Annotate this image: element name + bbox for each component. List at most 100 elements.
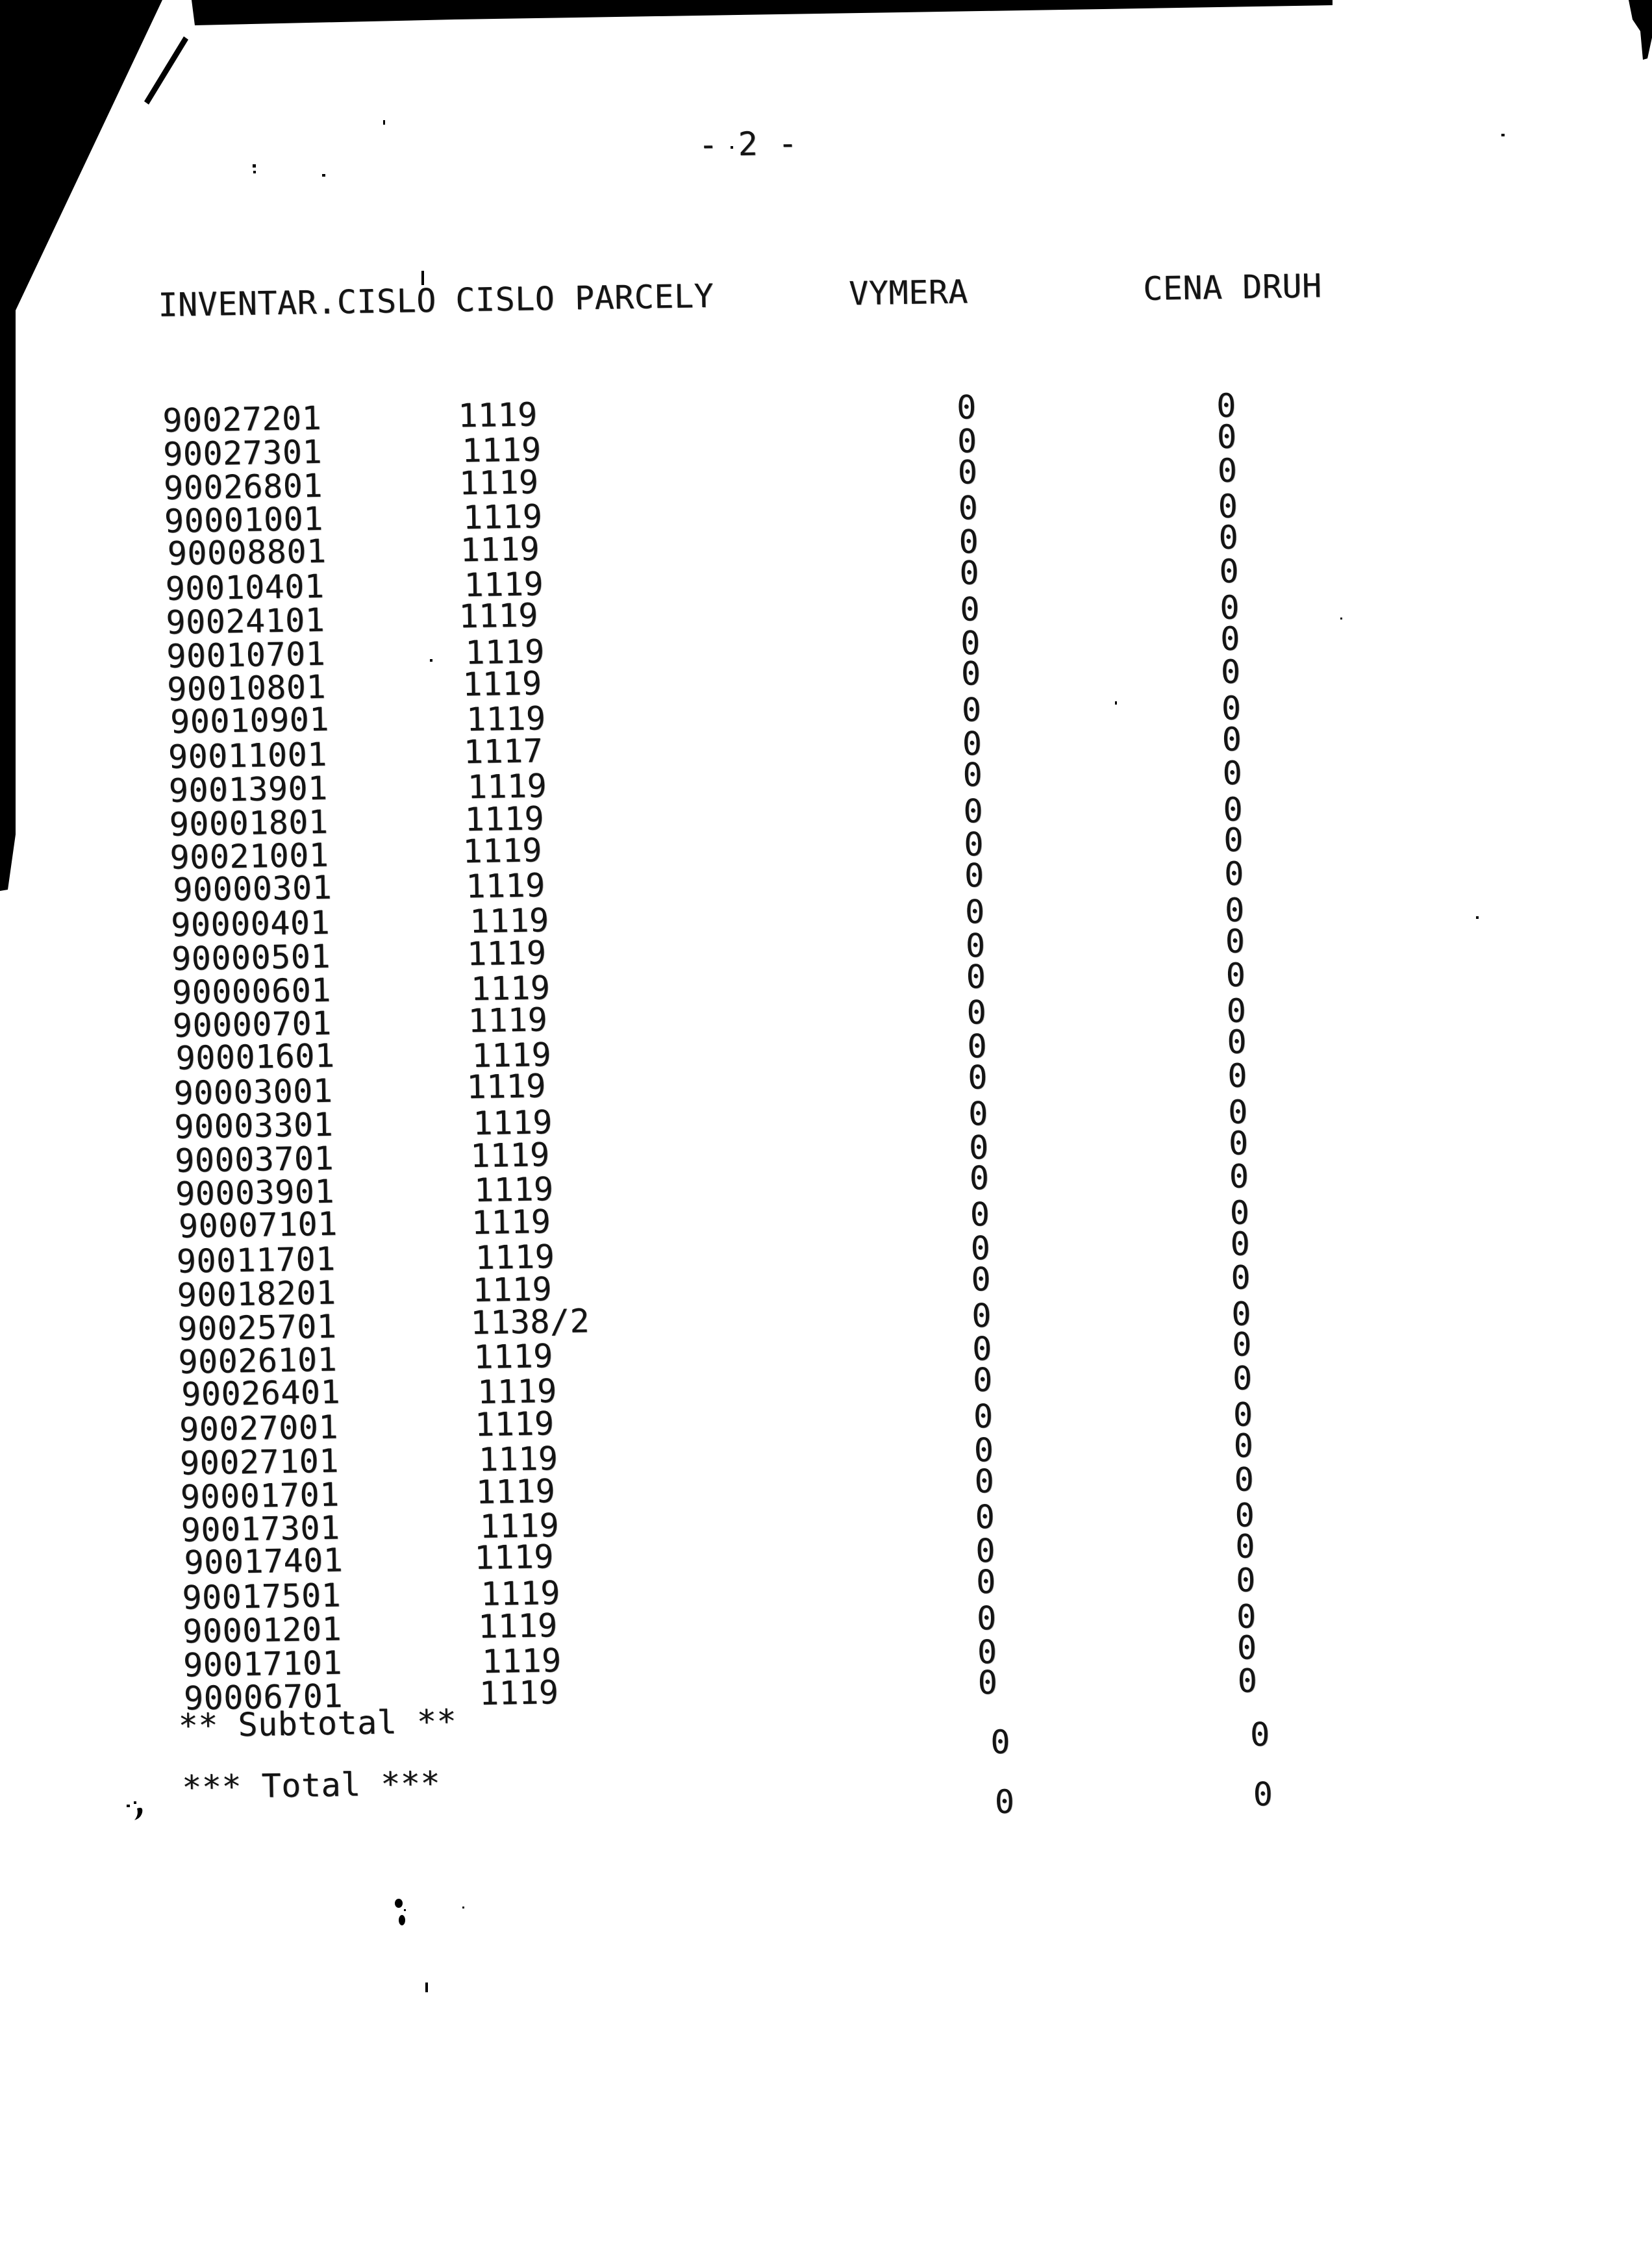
scan-speck xyxy=(322,174,325,177)
parcela-number-cell: 1119 xyxy=(468,1001,548,1040)
vymera-value-cell: 0 xyxy=(967,1058,988,1097)
scan-speck xyxy=(253,171,256,173)
cena-value-cell: 0 xyxy=(1225,955,1246,994)
inventar-number-cell: 90017101 xyxy=(182,1644,343,1684)
cena-value-cell: 0 xyxy=(1219,588,1240,627)
inventar-number-cell: 90027301 xyxy=(162,432,323,473)
cena-value-cell: 0 xyxy=(1230,1258,1251,1297)
page-number: - 2 - xyxy=(697,124,798,164)
parcela-number-cell: 1117 xyxy=(463,732,544,771)
vymera-value-cell: 0 xyxy=(966,957,986,996)
vymera-value-cell: 0 xyxy=(970,1260,992,1299)
cena-value-cell: 0 xyxy=(1234,1527,1256,1566)
vymera-value-cell: 0 xyxy=(968,1094,989,1133)
inventar-number-cell: 90008801 xyxy=(167,532,327,573)
parcela-number-cell: 1119 xyxy=(466,699,546,739)
total-label: *** Total *** xyxy=(181,1764,441,1807)
parcela-number-cell: 1119 xyxy=(477,1606,558,1645)
parcela-number-cell: 1119 xyxy=(472,1103,553,1142)
subtotal-cena-value: 0 xyxy=(1249,1715,1271,1754)
scan-speck xyxy=(134,1801,136,1804)
parcela-number-cell: 1119 xyxy=(472,1270,553,1309)
cena-value-cell: 0 xyxy=(1233,1427,1254,1465)
inventar-number-cell: 90027001 xyxy=(179,1408,339,1449)
cena-value-cell: 0 xyxy=(1229,1157,1249,1196)
header-cena-druh: CENA DRUH xyxy=(1142,267,1323,308)
inventar-number-cell: 90001701 xyxy=(180,1475,340,1516)
parcela-number-cell: 1119 xyxy=(466,934,547,973)
parcela-number-cell: 1119 xyxy=(470,968,551,1008)
parcela-number-cell: 1119 xyxy=(477,1372,558,1412)
inventar-number-cell: 90025701 xyxy=(177,1307,337,1348)
scan-artifact-pen-slash xyxy=(144,36,188,105)
parcela-number-cell: 1119 xyxy=(473,1337,554,1377)
vymera-value-cell: 0 xyxy=(966,994,987,1032)
parcela-number-cell: 1119 xyxy=(457,395,538,435)
total-cena-value: 0 xyxy=(1253,1775,1273,1814)
vymera-value-cell: 0 xyxy=(970,1195,990,1234)
inventar-number-cell: 90000301 xyxy=(172,868,332,909)
vymera-value-cell: 0 xyxy=(975,1562,997,1601)
parcela-number-cell: 1119 xyxy=(458,462,539,502)
cena-value-cell: 0 xyxy=(1227,1057,1248,1095)
vymera-value-cell: 0 xyxy=(964,857,985,895)
vymera-value-cell: 0 xyxy=(961,691,982,729)
parcela-number-cell: 1119 xyxy=(474,1405,555,1444)
parcela-number-cell: 1119 xyxy=(462,497,543,537)
parcela-number-cell: 1119 xyxy=(458,596,539,636)
parcela-number-cell: 1119 xyxy=(469,1135,551,1175)
inventar-number-cell: 90018201 xyxy=(177,1273,336,1314)
scan-speck xyxy=(383,120,385,125)
cena-value-cell: 0 xyxy=(1223,821,1244,860)
cena-value-cell: 0 xyxy=(1235,1561,1257,1599)
inventar-number-cell: 90010701 xyxy=(166,634,326,675)
inventar-number-cell: 90027201 xyxy=(162,399,322,440)
inventar-number-cell: 90000401 xyxy=(170,903,331,944)
scan-artifact-top-left-corner xyxy=(0,0,162,891)
parcela-number-cell: 1119 xyxy=(475,1238,555,1277)
inventar-number-cell: 90003001 xyxy=(173,1071,333,1112)
parcela-number-cell: 1119 xyxy=(479,1673,559,1713)
parcela-number-cell: 1119 xyxy=(481,1641,562,1681)
cena-value-cell: 0 xyxy=(1226,1023,1247,1062)
inventar-number-cell: 90024101 xyxy=(166,601,325,642)
inventar-number-cell: 90001201 xyxy=(182,1610,342,1651)
vymera-value-cell: 0 xyxy=(958,489,979,527)
subtotal-vymera-value: 0 xyxy=(990,1723,1011,1762)
typed-page-content: - 2 - INVENTAR.CISLO CISLO PARCELY VYMER… xyxy=(157,125,1582,1977)
parcela-number-cell: 1119 xyxy=(475,1471,556,1511)
cena-value-cell: 0 xyxy=(1223,855,1245,894)
cena-value-cell: 0 xyxy=(1216,418,1238,456)
parcela-number-cell: 1119 xyxy=(480,1574,561,1614)
inventar-number-cell: 90010401 xyxy=(165,567,325,608)
scan-speck xyxy=(1501,134,1505,136)
inventar-number-cell: 90013901 xyxy=(168,769,329,810)
cena-value-cell: 0 xyxy=(1220,619,1241,658)
inventar-number-cell: 90003301 xyxy=(173,1105,334,1146)
vymera-value-cell: 0 xyxy=(971,1296,992,1335)
header-vymera: VYMERA xyxy=(848,273,969,313)
cena-value-cell: 0 xyxy=(1234,1460,1255,1499)
subtotal-label: ** Subtotal ** xyxy=(178,1702,457,1745)
inventar-number-cell: 90007101 xyxy=(178,1205,338,1245)
inventar-number-cell: 90027101 xyxy=(179,1442,340,1483)
parcela-number-cell: 1119 xyxy=(467,766,547,806)
cena-value-cell: 0 xyxy=(1218,518,1239,557)
inventar-number-cell: 90011701 xyxy=(176,1240,336,1281)
parcela-number-cell: 1119 xyxy=(461,431,542,470)
header-inventar-cislo: INVENTAR.CISLO xyxy=(157,281,437,324)
parcela-number-cell: 1119 xyxy=(473,1170,554,1210)
scan-speck-comma xyxy=(134,1807,143,1820)
vymera-value-cell: 0 xyxy=(963,792,984,831)
parcela-number-cell: 1119 xyxy=(464,799,545,838)
inventar-number-cell: 90017501 xyxy=(181,1576,342,1617)
cena-value-cell: 0 xyxy=(1231,1325,1253,1364)
cena-value-cell: 0 xyxy=(1220,653,1242,692)
cena-value-cell: 0 xyxy=(1237,1662,1258,1701)
cena-value-cell: 0 xyxy=(1227,1093,1249,1131)
vymera-value-cell: 0 xyxy=(972,1361,994,1399)
parcela-number-cell: 1119 xyxy=(465,866,546,906)
vymera-value-cell: 0 xyxy=(977,1664,998,1702)
scan-artifact-top-edge-band xyxy=(192,0,1333,25)
cena-value-cell: 0 xyxy=(1228,1123,1249,1162)
